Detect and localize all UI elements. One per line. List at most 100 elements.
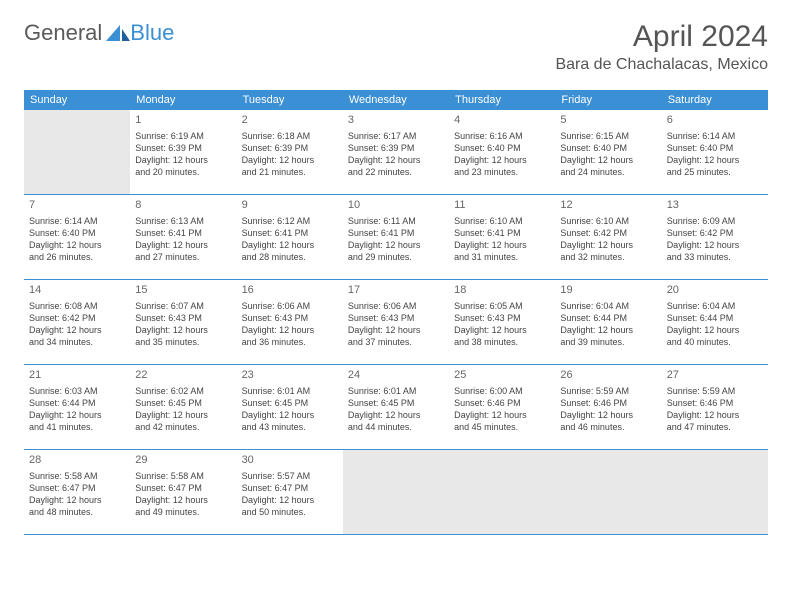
daylight-text: and 29 minutes. xyxy=(348,251,444,263)
daylight-text: Daylight: 12 hours xyxy=(560,409,656,421)
day-number: 8 xyxy=(135,198,231,213)
day-number: 17 xyxy=(348,283,444,298)
sunrise-text: Sunrise: 5:57 AM xyxy=(242,470,338,482)
sunset-text: Sunset: 6:39 PM xyxy=(348,142,444,154)
sunset-text: Sunset: 6:43 PM xyxy=(135,312,231,324)
sunrise-text: Sunrise: 5:59 AM xyxy=(667,385,763,397)
daylight-text: Daylight: 12 hours xyxy=(454,409,550,421)
day-cell: 6Sunrise: 6:14 AMSunset: 6:40 PMDaylight… xyxy=(662,110,768,194)
sunrise-text: Sunrise: 6:14 AM xyxy=(29,215,125,227)
week-row: 14Sunrise: 6:08 AMSunset: 6:42 PMDayligh… xyxy=(24,280,768,365)
sunrise-text: Sunrise: 6:13 AM xyxy=(135,215,231,227)
daylight-text: Daylight: 12 hours xyxy=(454,154,550,166)
day-number: 28 xyxy=(29,453,125,468)
day-cell: 2Sunrise: 6:18 AMSunset: 6:39 PMDaylight… xyxy=(237,110,343,194)
sunset-text: Sunset: 6:43 PM xyxy=(242,312,338,324)
daylight-text: and 47 minutes. xyxy=(667,421,763,433)
day-number: 21 xyxy=(29,368,125,383)
sunset-text: Sunset: 6:44 PM xyxy=(29,397,125,409)
daylight-text: Daylight: 12 hours xyxy=(560,324,656,336)
sunset-text: Sunset: 6:40 PM xyxy=(667,142,763,154)
daylight-text: and 49 minutes. xyxy=(135,506,231,518)
month-title: April 2024 xyxy=(555,20,768,54)
daylight-text: Daylight: 12 hours xyxy=(135,494,231,506)
brand-logo: General Blue xyxy=(24,20,174,46)
day-cell: 28Sunrise: 5:58 AMSunset: 6:47 PMDayligh… xyxy=(24,450,130,534)
sunset-text: Sunset: 6:44 PM xyxy=(667,312,763,324)
sunrise-text: Sunrise: 6:05 AM xyxy=(454,300,550,312)
daylight-text: Daylight: 12 hours xyxy=(242,239,338,251)
daylight-text: and 35 minutes. xyxy=(135,336,231,348)
sunset-text: Sunset: 6:47 PM xyxy=(29,482,125,494)
sunset-text: Sunset: 6:47 PM xyxy=(135,482,231,494)
daylight-text: and 27 minutes. xyxy=(135,251,231,263)
daylight-text: and 38 minutes. xyxy=(454,336,550,348)
daylight-text: Daylight: 12 hours xyxy=(242,494,338,506)
sunrise-text: Sunrise: 6:10 AM xyxy=(560,215,656,227)
calendar: SundayMondayTuesdayWednesdayThursdayFrid… xyxy=(24,90,768,535)
day-cell: 27Sunrise: 5:59 AMSunset: 6:46 PMDayligh… xyxy=(662,365,768,449)
sunset-text: Sunset: 6:40 PM xyxy=(29,227,125,239)
sunset-text: Sunset: 6:41 PM xyxy=(348,227,444,239)
blank-cell xyxy=(343,450,449,534)
day-cell: 23Sunrise: 6:01 AMSunset: 6:45 PMDayligh… xyxy=(237,365,343,449)
sunset-text: Sunset: 6:46 PM xyxy=(667,397,763,409)
sunset-text: Sunset: 6:40 PM xyxy=(454,142,550,154)
blank-cell xyxy=(24,110,130,194)
weekday-header: Wednesday xyxy=(343,90,449,110)
sunrise-text: Sunrise: 6:19 AM xyxy=(135,130,231,142)
day-cell: 29Sunrise: 5:58 AMSunset: 6:47 PMDayligh… xyxy=(130,450,236,534)
daylight-text: Daylight: 12 hours xyxy=(242,324,338,336)
sunset-text: Sunset: 6:45 PM xyxy=(242,397,338,409)
daylight-text: and 24 minutes. xyxy=(560,166,656,178)
day-number: 3 xyxy=(348,113,444,128)
sunset-text: Sunset: 6:43 PM xyxy=(454,312,550,324)
daylight-text: and 21 minutes. xyxy=(242,166,338,178)
sunset-text: Sunset: 6:45 PM xyxy=(135,397,231,409)
daylight-text: Daylight: 12 hours xyxy=(242,409,338,421)
blank-cell xyxy=(555,450,661,534)
day-cell: 18 Sunrise: 6:05 AMSunset: 6:43 PMDayligh… xyxy=(449,280,555,364)
sunset-text: Sunset: 6:41 PM xyxy=(454,227,550,239)
weekday-header: Monday xyxy=(130,90,236,110)
day-number: 25 xyxy=(454,368,550,383)
day-cell: 5Sunrise: 6:15 AMSunset: 6:40 PMDaylight… xyxy=(555,110,661,194)
day-cell: 17Sunrise: 6:06 AMSunset: 6:43 PMDayligh… xyxy=(343,280,449,364)
daylight-text: and 36 minutes. xyxy=(242,336,338,348)
sunset-text: Sunset: 6:44 PM xyxy=(560,312,656,324)
day-number: 11 xyxy=(454,198,550,213)
daylight-text: and 34 minutes. xyxy=(29,336,125,348)
weekday-header: Tuesday xyxy=(237,90,343,110)
daylight-text: and 25 minutes. xyxy=(667,166,763,178)
day-number: 5 xyxy=(560,113,656,128)
weekday-header: Saturday xyxy=(662,90,768,110)
daylight-text: Daylight: 12 hours xyxy=(560,154,656,166)
sunrise-text: Sunrise: 6:10 AM xyxy=(454,215,550,227)
sunset-text: Sunset: 6:43 PM xyxy=(348,312,444,324)
day-number: 6 xyxy=(667,113,763,128)
day-number: 23 xyxy=(242,368,338,383)
day-cell: 7Sunrise: 6:14 AMSunset: 6:40 PMDaylight… xyxy=(24,195,130,279)
day-cell: 1Sunrise: 6:19 AMSunset: 6:39 PMDaylight… xyxy=(130,110,236,194)
day-number: 1 xyxy=(135,113,231,128)
blank-cell xyxy=(662,450,768,534)
day-cell: 20Sunrise: 6:04 AMSunset: 6:44 PMDayligh… xyxy=(662,280,768,364)
daylight-text: Daylight: 12 hours xyxy=(454,324,550,336)
day-number: 18 xyxy=(454,283,550,298)
sunrise-text: Sunrise: 6:04 AM xyxy=(560,300,656,312)
day-cell: 16Sunrise: 6:06 AMSunset: 6:43 PMDayligh… xyxy=(237,280,343,364)
daylight-text: Daylight: 12 hours xyxy=(348,239,444,251)
day-cell: 9Sunrise: 6:12 AMSunset: 6:41 PMDaylight… xyxy=(237,195,343,279)
day-number: 12 xyxy=(560,198,656,213)
day-number: 9 xyxy=(242,198,338,213)
day-cell: 3Sunrise: 6:17 AMSunset: 6:39 PMDaylight… xyxy=(343,110,449,194)
daylight-text: and 39 minutes. xyxy=(560,336,656,348)
daylight-text: Daylight: 12 hours xyxy=(135,154,231,166)
daylight-text: and 33 minutes. xyxy=(667,251,763,263)
daylight-text: Daylight: 12 hours xyxy=(667,409,763,421)
day-number: 2 xyxy=(242,113,338,128)
day-number: 30 xyxy=(242,453,338,468)
brand-word1: General xyxy=(24,20,102,46)
day-cell: 26Sunrise: 5:59 AMSunset: 6:46 PMDayligh… xyxy=(555,365,661,449)
daylight-text: and 41 minutes. xyxy=(29,421,125,433)
